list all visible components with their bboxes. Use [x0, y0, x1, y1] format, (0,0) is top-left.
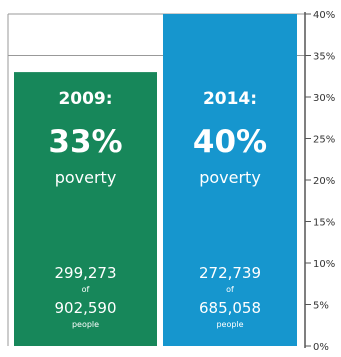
bar-percent-label-2014: 40% [193, 124, 267, 160]
y-tick-label: 10% [313, 259, 335, 270]
bar-year-label-2014: 2014: [203, 89, 257, 109]
bar-2014 [163, 14, 297, 346]
bar-of-label-2014: of [226, 285, 234, 294]
bar-people-label-2009: people [72, 320, 99, 329]
bar-total-label-2014: 685,058 [199, 299, 261, 317]
y-tick-label: 25% [313, 135, 335, 146]
y-tick-label: 15% [313, 218, 335, 229]
bar-total-label-2009: 902,590 [54, 299, 116, 317]
bar-people-label-2014: people [216, 320, 243, 329]
y-tick-label: 20% [313, 176, 335, 187]
bar-2009 [14, 72, 157, 346]
bar-poverty-label-2014: poverty [199, 168, 261, 187]
bar-count-label-2014: 272,739 [199, 264, 261, 282]
bar-year-label-2009: 2009: [58, 89, 112, 109]
bar-of-label-2009: of [82, 285, 90, 294]
y-tick-label: 35% [313, 52, 335, 63]
bar-percent-label-2009: 33% [48, 124, 122, 160]
y-tick-label: 5% [313, 301, 329, 312]
y-tick-label: 40% [313, 10, 335, 21]
bar-count-label-2009: 299,273 [54, 264, 116, 282]
y-tick-label: 0% [313, 342, 329, 353]
bar-poverty-label-2009: poverty [55, 168, 117, 187]
y-tick-label: 30% [313, 93, 335, 104]
